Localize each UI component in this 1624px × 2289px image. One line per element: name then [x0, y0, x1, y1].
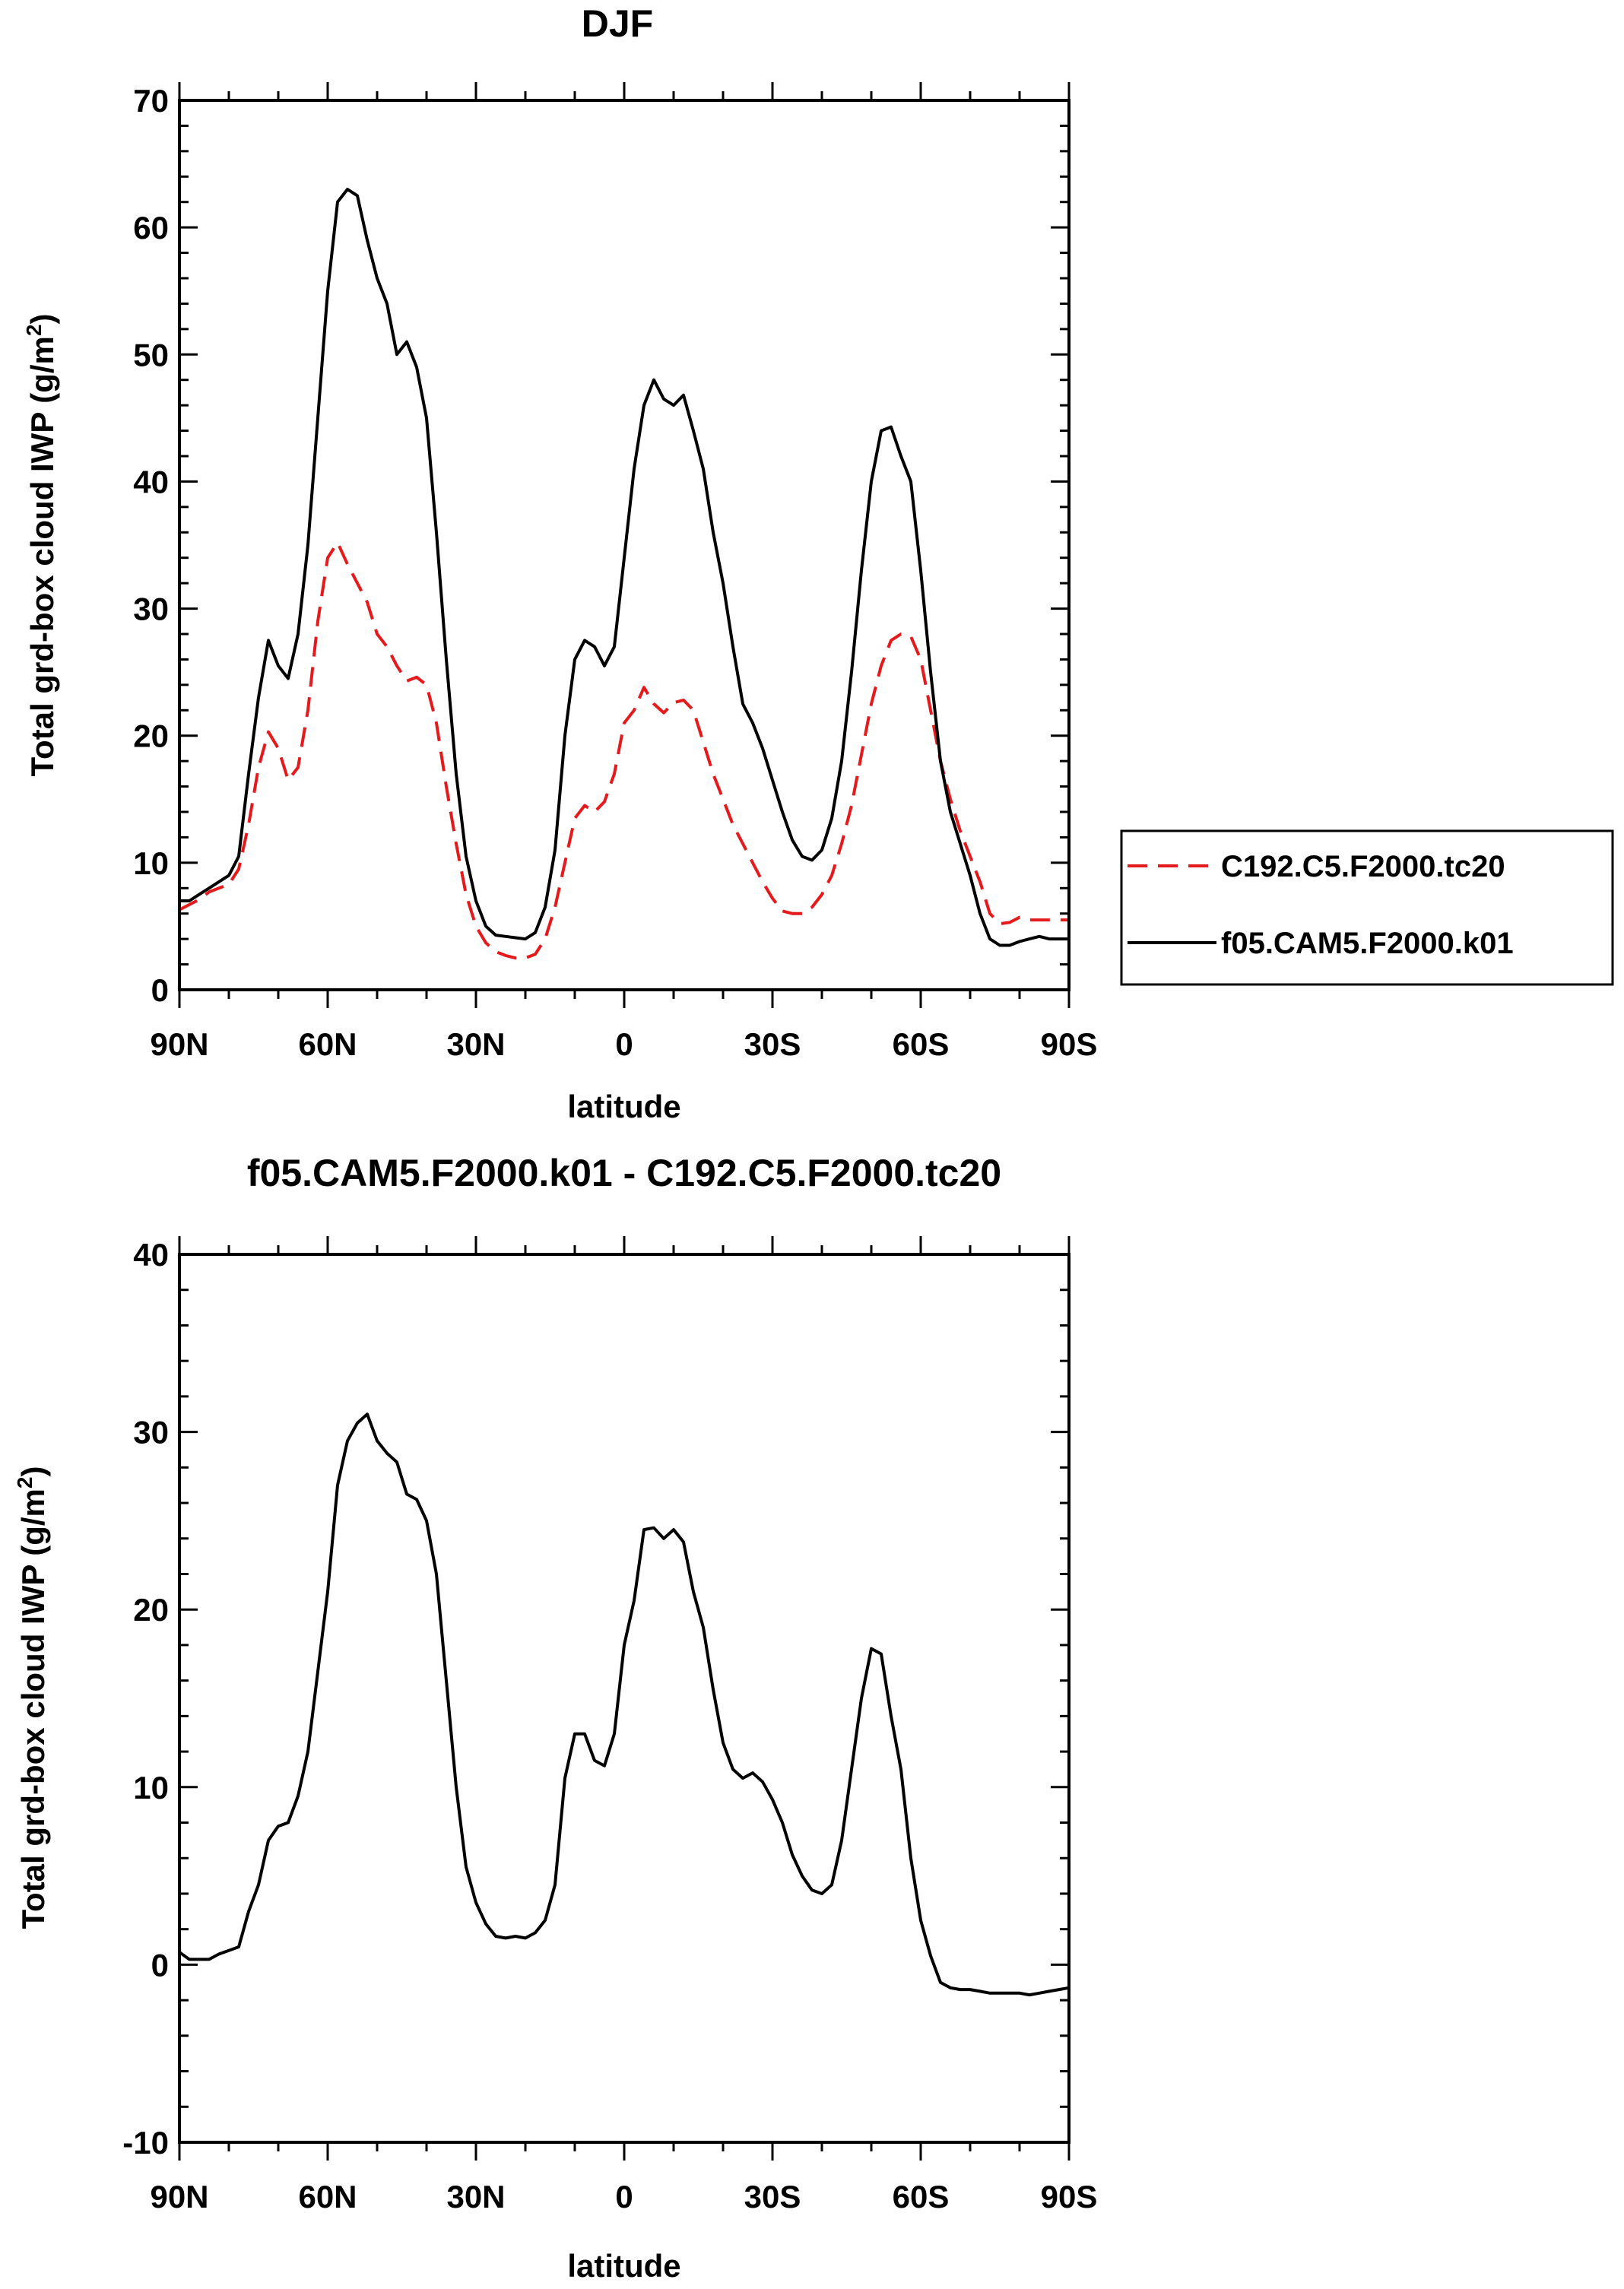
x-tick-label: 60N — [298, 2179, 357, 2214]
x-tick-label: 30N — [446, 2179, 505, 2214]
series-line-0 — [178, 1412, 1070, 1997]
x-tick-label: 60S — [893, 2179, 950, 2214]
tick-marks — [178, 82, 1071, 1008]
difference-panel: f05.CAM5.F2000.k01 - C192.C5.F2000.tc20 … — [13, 1152, 1097, 2284]
y-axis-label: Total grd-box cloud IWP (g/m2) — [13, 1466, 51, 1929]
y-tick-label: 0 — [151, 972, 169, 1008]
y-tick-labels: 0 10 20 30 40 50 60 70 — [133, 83, 169, 1008]
x-tick-label: 60N — [298, 1026, 357, 1062]
y-tick-label: 20 — [133, 718, 169, 754]
x-tick-label: 30S — [744, 2179, 801, 2214]
y-tick-label: 40 — [133, 1237, 169, 1273]
x-tick-label: 30N — [446, 1026, 505, 1062]
y-tick-label: -10 — [122, 2125, 169, 2161]
plot-frame — [178, 1253, 1071, 2144]
legend-label-f05: f05.CAM5.F2000.k01 — [1221, 927, 1514, 960]
y-tick-label: 70 — [133, 83, 169, 119]
series-lines — [179, 188, 1069, 960]
legend-box — [1120, 829, 1614, 986]
chart-title: f05.CAM5.F2000.k01 - C192.C5.F2000.tc20 — [247, 1152, 1001, 1194]
y-tick-label: 10 — [133, 1770, 169, 1806]
y-axis-label: Total grd-box cloud IWP (g/m2) — [22, 314, 60, 777]
y-tick-label: 40 — [133, 464, 169, 499]
y-tick-label: 50 — [133, 337, 169, 373]
y-tick-label: 0 — [151, 1947, 169, 1983]
x-tick-label: 90S — [1041, 2179, 1098, 2214]
series-lines — [178, 1412, 1070, 1997]
series-line-0 — [179, 541, 1069, 960]
x-tick-labels: 90N 60N 30N 0 30S 60S 90S — [150, 1026, 1097, 1062]
y-tick-label: 30 — [133, 1415, 169, 1450]
y-tick-label: 60 — [133, 210, 169, 246]
x-tick-label: 60S — [893, 1026, 950, 1062]
legend: C192.C5.F2000.tc20 f05.CAM5.F2000.k01 — [1120, 829, 1614, 986]
chart-title: DJF — [582, 2, 653, 45]
y-tick-label: 20 — [133, 1592, 169, 1628]
x-axis-label: latitude — [567, 1089, 680, 1124]
x-tick-label: 0 — [615, 1026, 633, 1062]
legend-label-c192: C192.C5.F2000.tc20 — [1221, 850, 1505, 883]
y-tick-label: 30 — [133, 591, 169, 627]
plot-frame — [178, 99, 1071, 991]
x-tick-label: 0 — [615, 2179, 633, 2214]
x-tick-label: 90N — [150, 1026, 208, 1062]
y-tick-label: 10 — [133, 845, 169, 881]
x-axis-label: latitude — [567, 2248, 680, 2284]
tick-marks — [178, 1236, 1071, 2161]
x-tick-label: 90S — [1041, 1026, 1098, 1062]
series-line-1 — [179, 188, 1069, 947]
x-tick-label: 30S — [744, 1026, 801, 1062]
x-tick-label: 90N — [150, 2179, 208, 2214]
y-tick-labels: -10 0 10 20 30 40 — [122, 1237, 169, 2161]
x-tick-labels: 90N 60N 30N 0 30S 60S 90S — [150, 2179, 1097, 2214]
